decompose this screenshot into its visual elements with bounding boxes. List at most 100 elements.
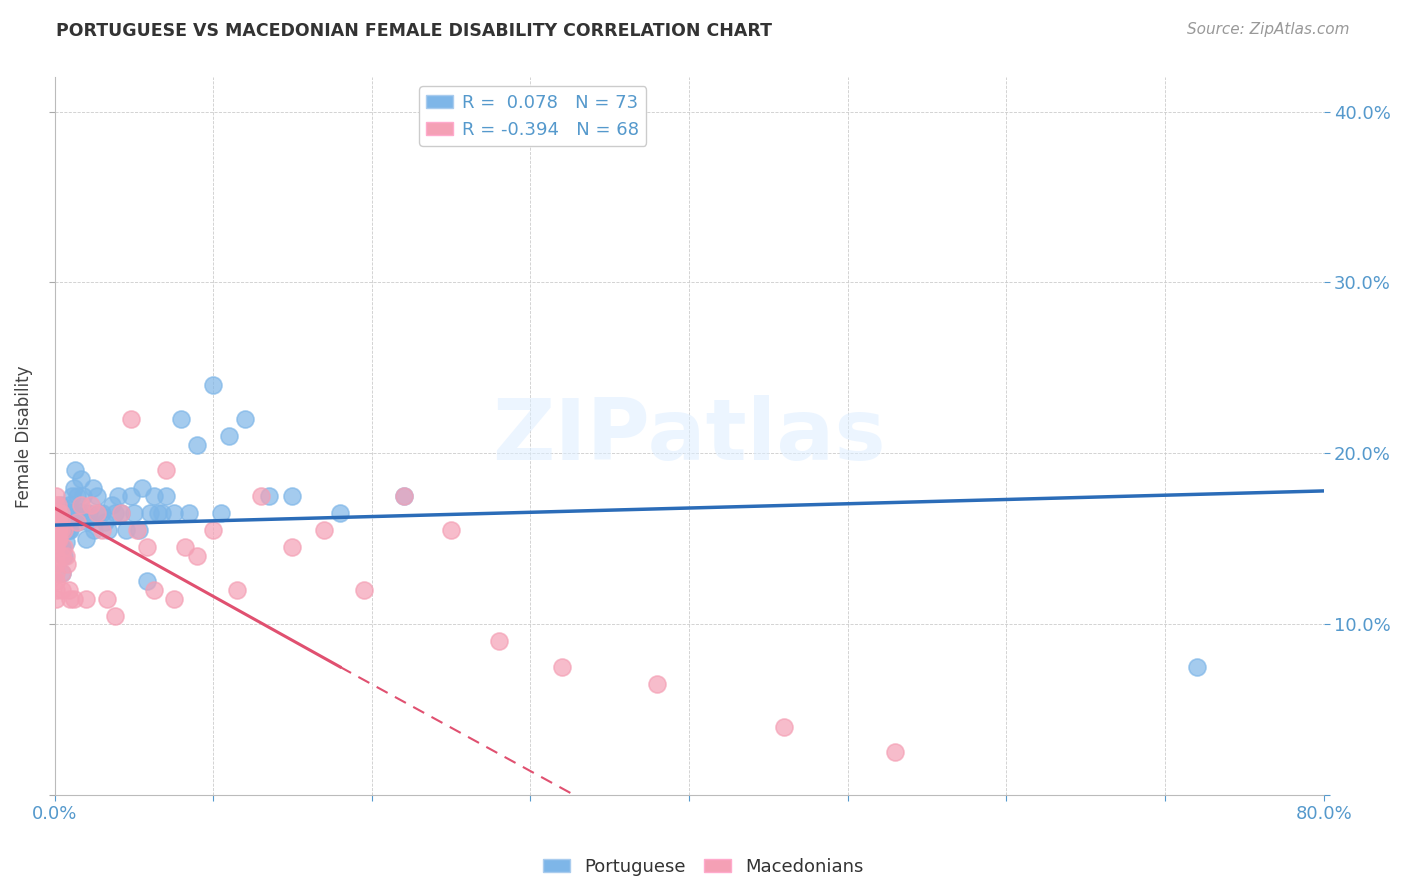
Point xyxy=(58,582,80,597)
Point xyxy=(53,549,76,563)
Point xyxy=(45,574,67,589)
Point xyxy=(233,412,256,426)
Point xyxy=(66,489,89,503)
Point xyxy=(76,515,98,529)
Point xyxy=(82,481,104,495)
Point xyxy=(122,506,145,520)
Point xyxy=(55,549,77,563)
Point xyxy=(257,489,280,503)
Point xyxy=(1185,660,1208,674)
Point xyxy=(45,566,67,580)
Point xyxy=(146,506,169,520)
Point xyxy=(314,523,336,537)
Point xyxy=(58,498,80,512)
Point xyxy=(59,523,82,537)
Point xyxy=(44,506,66,520)
Point xyxy=(53,515,76,529)
Point xyxy=(46,523,69,537)
Point xyxy=(62,506,84,520)
Point xyxy=(45,549,67,563)
Point xyxy=(329,506,352,520)
Text: ZIPatlas: ZIPatlas xyxy=(492,395,886,478)
Point xyxy=(281,541,304,555)
Point xyxy=(69,506,91,520)
Point xyxy=(60,489,83,503)
Point xyxy=(83,523,105,537)
Point xyxy=(80,498,103,512)
Point xyxy=(647,677,669,691)
Point xyxy=(155,489,177,503)
Point xyxy=(59,506,82,520)
Point xyxy=(86,506,108,520)
Point xyxy=(45,506,67,520)
Point xyxy=(45,523,67,537)
Text: PORTUGUESE VS MACEDONIAN FEMALE DISABILITY CORRELATION CHART: PORTUGUESE VS MACEDONIAN FEMALE DISABILI… xyxy=(56,22,772,40)
Point xyxy=(55,535,77,549)
Point xyxy=(51,566,73,580)
Point xyxy=(45,515,67,529)
Point xyxy=(392,489,415,503)
Point xyxy=(48,506,70,520)
Point xyxy=(104,506,127,520)
Point xyxy=(131,481,153,495)
Point xyxy=(45,532,67,546)
Point xyxy=(51,566,73,580)
Point xyxy=(440,523,463,537)
Point xyxy=(55,515,77,529)
Point xyxy=(56,558,79,572)
Point xyxy=(66,515,89,529)
Point xyxy=(281,489,304,503)
Point xyxy=(173,541,195,555)
Point xyxy=(138,506,160,520)
Point xyxy=(97,523,120,537)
Point xyxy=(179,506,201,520)
Point xyxy=(392,489,415,503)
Point xyxy=(58,523,80,537)
Point xyxy=(75,591,97,606)
Point xyxy=(773,720,796,734)
Point xyxy=(56,506,79,520)
Point xyxy=(72,489,94,503)
Point xyxy=(44,523,66,537)
Point xyxy=(46,532,69,546)
Point xyxy=(45,498,67,512)
Point xyxy=(70,498,93,512)
Point xyxy=(49,523,72,537)
Point xyxy=(45,582,67,597)
Point xyxy=(46,515,69,529)
Point xyxy=(51,549,73,563)
Point xyxy=(115,523,138,537)
Point xyxy=(46,523,69,537)
Point xyxy=(45,591,67,606)
Text: Source: ZipAtlas.com: Source: ZipAtlas.com xyxy=(1187,22,1350,37)
Point xyxy=(56,523,79,537)
Point xyxy=(46,515,69,529)
Point xyxy=(48,523,70,537)
Point xyxy=(488,634,510,648)
Point xyxy=(45,489,67,503)
Point xyxy=(44,541,66,555)
Point xyxy=(551,660,574,674)
Point xyxy=(120,412,142,426)
Point xyxy=(162,591,184,606)
Point xyxy=(107,489,129,503)
Point xyxy=(143,582,166,597)
Point xyxy=(67,515,90,529)
Point xyxy=(100,498,122,512)
Point xyxy=(49,523,72,537)
Point xyxy=(51,582,73,597)
Point xyxy=(62,481,84,495)
Point xyxy=(51,541,73,555)
Point xyxy=(884,745,907,759)
Point xyxy=(46,506,69,520)
Point xyxy=(62,591,84,606)
Point xyxy=(96,591,118,606)
Point xyxy=(202,523,225,537)
Point xyxy=(51,523,73,537)
Point xyxy=(94,515,117,529)
Point xyxy=(170,412,193,426)
Point xyxy=(48,532,70,546)
Point xyxy=(226,582,249,597)
Legend: Portuguese, Macedonians: Portuguese, Macedonians xyxy=(536,851,870,883)
Point xyxy=(143,489,166,503)
